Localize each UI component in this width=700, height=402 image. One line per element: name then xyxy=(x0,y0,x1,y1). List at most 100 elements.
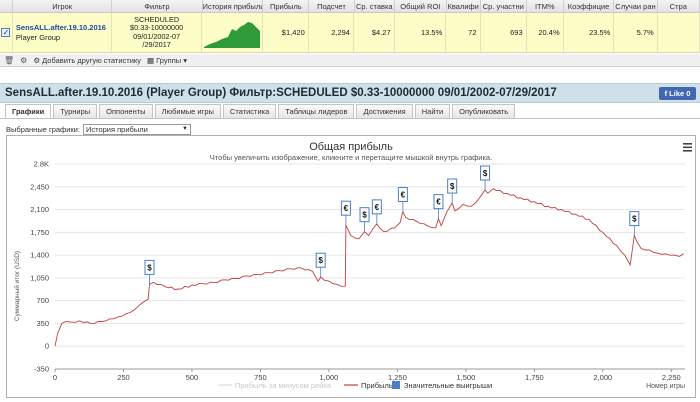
big-win-marker[interactable] xyxy=(315,252,326,268)
add-stats-button[interactable]: ⚙ Добавить другую статистику xyxy=(33,55,141,65)
facebook-icon: f xyxy=(664,89,668,98)
legend-rake-profit[interactable]: Прибыль за минусом рейка xyxy=(235,381,332,390)
avg-entrants-cell: 693 xyxy=(481,13,527,52)
header-player[interactable]: Игрок xyxy=(13,0,113,12)
x-tick-label: 2,250 xyxy=(662,373,681,382)
big-win-symbol: € xyxy=(344,204,349,213)
page-title: SensALL.after.19.10.2016 (Player Group) … xyxy=(5,87,557,99)
tab-favorite-games[interactable]: Любимые игры xyxy=(154,104,221,118)
itm-cell: 20.4% xyxy=(527,13,564,52)
chart-selector-value: История прибыли xyxy=(85,125,148,134)
filter-line: $0.33-10000000 xyxy=(130,23,184,32)
report-title-bar: SensALL.after.19.10.2016 (Player Group) … xyxy=(0,83,700,103)
x-tick-label: 250 xyxy=(117,373,130,382)
groups-dropdown[interactable]: ▦ Группы ▾ xyxy=(147,55,188,65)
player-cell: SensALL.after.19.10.2016 Player Group xyxy=(13,13,113,52)
settings-icon[interactable]: ⚙ xyxy=(20,55,28,65)
legend-big-wins[interactable]: Значительные выигрыши xyxy=(404,381,492,390)
x-tick-label: 2,000 xyxy=(593,373,612,382)
header-avg-entrants[interactable]: Ср. участни xyxy=(481,0,527,12)
big-win-marker[interactable] xyxy=(340,200,351,216)
legend-profit[interactable]: Прибыль xyxy=(361,381,393,390)
big-win-marker[interactable] xyxy=(629,211,640,227)
like-label: Like 0 xyxy=(669,89,691,98)
big-win-marker[interactable] xyxy=(359,207,370,223)
chart-title: Общая прибыль xyxy=(309,141,393,153)
profit-sparkline-cell xyxy=(202,13,263,52)
table-header-row: Игрок Фильтр История прибыли Прибыль Под… xyxy=(0,0,700,13)
row-select-cell: ✓ xyxy=(0,13,13,52)
y-tick-label: 1,050 xyxy=(30,273,49,282)
header-early[interactable]: Случаи ран xyxy=(615,0,658,12)
y-tick-label: -350 xyxy=(34,365,49,374)
big-win-marker[interactable] xyxy=(144,259,155,275)
chart-subtitle: Чтобы увеличить изображение, кликните и … xyxy=(210,153,492,162)
y-axis-ticks: -350 0 350 700 1,050 1,400 1,750 2,100 2,450 2.8K xyxy=(30,160,49,374)
header-qualif[interactable]: Квалифи xyxy=(447,0,481,12)
series-lines xyxy=(54,188,684,347)
x-tick-label: 1,000 xyxy=(320,373,339,382)
tab-statistics[interactable]: Статистика xyxy=(222,104,277,118)
big-win-symbol: $ xyxy=(632,215,637,224)
y-tick-label: 700 xyxy=(36,296,49,305)
row-checkbox[interactable]: ✓ xyxy=(1,28,11,37)
y-tick-label: 1,400 xyxy=(30,251,49,260)
header-country[interactable]: Стра xyxy=(658,0,700,12)
big-win-marker[interactable] xyxy=(433,194,444,210)
table-toolbar: 🗑 ⚙ ⚙ Добавить другую статистику ▦ Групп… xyxy=(0,54,700,67)
y-tick-label: 2.8K xyxy=(34,160,49,169)
header-select xyxy=(0,0,13,12)
early-cell: 5.7% xyxy=(614,13,658,52)
tab-charts[interactable]: Графики xyxy=(5,104,52,118)
x-axis-ticks: 0 250 500 750 1,000 1,250 1,500 1,750 2,000 2,250 xyxy=(53,368,685,382)
profit-cell: $1,420 xyxy=(263,13,309,52)
tab-leaderboards[interactable]: Таблицы лидеров xyxy=(278,104,355,118)
table-row[interactable]: ✓ SensALL.after.19.10.2016 Player Group … xyxy=(0,13,700,53)
big-win-symbol: $ xyxy=(483,169,488,178)
facebook-like-button[interactable]: f Like 0 xyxy=(659,87,696,100)
header-profit-history[interactable]: История прибыли xyxy=(202,0,264,12)
filter-line: 09/01/2002-07 xyxy=(133,31,181,41)
chevron-down-icon: ▼ xyxy=(182,126,188,132)
big-win-marker[interactable] xyxy=(447,178,458,194)
x-tick-label: 1,500 xyxy=(456,373,475,382)
x-tick-label: 1,250 xyxy=(388,373,407,382)
player-link[interactable]: SensALL.after.19.10.2016 xyxy=(15,22,106,32)
big-win-symbol: € xyxy=(436,198,441,207)
trash-icon[interactable]: 🗑 xyxy=(4,55,15,65)
avg-stake-cell: $4.27 xyxy=(354,13,395,52)
x-tick-label: 1,750 xyxy=(525,373,544,382)
profit-sparkline[interactable] xyxy=(202,17,262,49)
tab-publish[interactable]: Опубликовать xyxy=(452,104,516,118)
results-table: Игрок Фильтр История прибыли Прибыль Под… xyxy=(0,0,700,53)
tab-tournaments[interactable]: Турниры xyxy=(53,104,98,118)
big-win-symbol: $ xyxy=(147,263,152,272)
big-win-marker[interactable] xyxy=(480,165,491,181)
coef-cell: 23.5% xyxy=(564,13,615,52)
menu-icon[interactable] xyxy=(683,143,692,152)
big-win-marker[interactable] xyxy=(371,199,382,215)
y-tick-label: 1,750 xyxy=(30,228,49,237)
big-win-symbol: $ xyxy=(318,256,323,265)
header-avg-stake[interactable]: Ср. ставка xyxy=(355,0,396,12)
count-cell: 2,294 xyxy=(309,13,354,52)
header-filter[interactable]: Фильтр xyxy=(112,0,203,12)
header-profit[interactable]: Прибыль xyxy=(263,0,310,12)
tab-opponents[interactable]: Оппоненты xyxy=(99,104,153,118)
header-roi[interactable]: Общий ROI xyxy=(395,0,447,12)
big-win-markers: $ $ € $ € € € $ $ $ xyxy=(144,165,640,285)
tab-find[interactable]: Найти xyxy=(414,104,451,118)
add-stats-label: Добавить другую статистику xyxy=(42,55,141,65)
profit-chart[interactable]: Общая прибыль Чтобы увеличить изображени… xyxy=(7,136,695,397)
tab-achievements[interactable]: Достижения xyxy=(356,104,413,118)
qualif-cell: 72 xyxy=(446,13,481,52)
y-tick-label: 2,450 xyxy=(30,182,49,191)
header-coef[interactable]: Коэффицие xyxy=(564,0,615,12)
header-count[interactable]: Подсчет xyxy=(309,0,355,12)
chart-selector[interactable]: История прибыли ▼ xyxy=(82,124,191,135)
header-itm[interactable]: ITM% xyxy=(527,0,564,12)
big-win-marker[interactable] xyxy=(397,187,408,203)
filter-line: /29/2017 xyxy=(142,40,171,49)
chart-selector-label: Выбранные графики: xyxy=(6,125,80,134)
